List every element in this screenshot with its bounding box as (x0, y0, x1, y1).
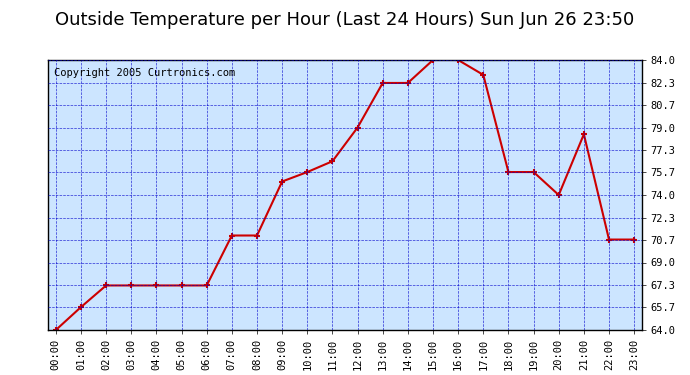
Text: Outside Temperature per Hour (Last 24 Hours) Sun Jun 26 23:50: Outside Temperature per Hour (Last 24 Ho… (55, 11, 635, 29)
Text: Copyright 2005 Curtronics.com: Copyright 2005 Curtronics.com (55, 68, 235, 78)
